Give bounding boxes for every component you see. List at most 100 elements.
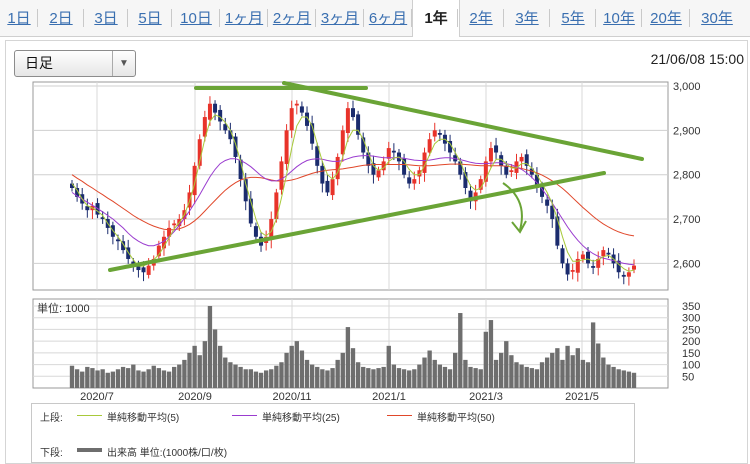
candle-body — [591, 266, 596, 268]
candle-body — [325, 180, 330, 193]
volume-bar — [606, 364, 611, 388]
x-tick-label: 2021/5 — [565, 391, 599, 403]
price-tick-label: 2,600 — [673, 258, 701, 270]
tab-5[interactable]: 1ヶ月 — [224, 10, 264, 27]
tab-2[interactable]: 3日 — [94, 10, 118, 27]
volume-bar — [468, 366, 473, 388]
tab-7[interactable]: 3ヶ月 — [320, 10, 360, 27]
tab-10[interactable]: 2年 — [469, 10, 493, 27]
candle-body — [310, 123, 315, 144]
candle-body — [141, 267, 146, 273]
volume-bar — [596, 343, 601, 388]
candle-body — [366, 152, 371, 166]
volume-bar — [427, 350, 432, 388]
tab-13[interactable]: 10年 — [603, 10, 635, 27]
x-tick-label: 2020/7 — [80, 391, 114, 403]
volume-bar — [519, 364, 524, 388]
candle-body — [391, 150, 396, 153]
x-tick-label: 2020/9 — [178, 391, 212, 403]
candle-body — [85, 206, 90, 211]
volume-bar — [442, 366, 448, 388]
tab-8[interactable]: 6ヶ月 — [368, 10, 408, 27]
volume-bar — [217, 345, 223, 388]
volume-bar — [386, 345, 391, 388]
volume-bar — [570, 355, 575, 388]
candle-body — [243, 179, 248, 202]
volume-bar — [437, 364, 443, 388]
period-tabs: 1日 2日 3日 5日 10日 1ヶ月 2ヶ月 3ヶ月 6ヶ月 1年 2年 3年 5年 10年 20年 30年 — [0, 0, 750, 37]
volume-bar — [238, 366, 243, 388]
legend-label-volume: 出来高 単位:(1000株/口/枚) — [107, 448, 228, 459]
candle-body — [422, 152, 427, 173]
volume-bar — [110, 371, 116, 388]
period-select[interactable]: 日足 ▼ — [14, 50, 136, 77]
volume-bar — [396, 368, 402, 388]
legend-swatch-ma25 — [232, 415, 257, 416]
volume-bar — [340, 352, 345, 388]
triangle-down-icon[interactable]: ▼ — [112, 51, 135, 76]
candle-body — [361, 137, 366, 153]
volume-bar — [299, 350, 305, 388]
candle-body — [345, 108, 350, 134]
price-tick-label: 2,700 — [673, 214, 701, 226]
tab-15[interactable]: 30年 — [701, 10, 733, 27]
tab-0[interactable]: 1日 — [7, 10, 31, 27]
volume-bar — [136, 370, 141, 388]
lower-trend-line — [108, 171, 606, 272]
tab-1[interactable]: 2日 — [49, 10, 73, 27]
candle-body — [126, 247, 131, 259]
candle-body — [616, 260, 621, 273]
arrow-head — [511, 220, 527, 234]
volume-bar — [391, 364, 397, 388]
candle-body — [586, 251, 591, 264]
candle-body — [632, 265, 636, 270]
tab-separator — [689, 9, 690, 27]
tab-3[interactable]: 5日 — [138, 10, 162, 27]
candle-body — [70, 183, 74, 188]
candle-body — [75, 188, 80, 197]
tab-separator — [503, 9, 504, 27]
volume-bar — [197, 355, 202, 388]
candle-body — [601, 250, 606, 257]
candle-body — [207, 103, 212, 120]
volume-bar — [156, 368, 162, 388]
tab-separator — [457, 9, 458, 27]
tab-separator — [363, 9, 364, 27]
candle-body — [223, 124, 228, 131]
volume-bar — [463, 359, 468, 388]
tab-4[interactable]: 10日 — [180, 10, 212, 27]
price-tick-label: 2,900 — [673, 125, 701, 137]
candle-body — [488, 148, 493, 162]
volume-bar — [565, 345, 570, 388]
tab-14[interactable]: 20年 — [650, 10, 682, 27]
tab-11[interactable]: 3年 — [515, 10, 539, 27]
tab-6[interactable]: 2ヶ月 — [272, 10, 312, 27]
volume-bar — [631, 372, 637, 388]
volume-bar — [361, 366, 366, 388]
volume-bar — [601, 357, 606, 388]
volume-bar — [432, 359, 437, 388]
candle-body — [458, 161, 463, 175]
candle-body — [146, 265, 151, 275]
volume-bar — [131, 364, 136, 388]
legend-swatch-volume — [77, 448, 102, 452]
candle-body — [534, 174, 539, 188]
volume-bar — [417, 364, 422, 388]
candle-body — [340, 130, 345, 155]
candle-body — [504, 165, 509, 175]
x-tick-label: 2021/3 — [469, 391, 503, 403]
volume-bar — [555, 348, 560, 388]
candle-body — [121, 241, 126, 251]
volume-bar — [539, 362, 545, 388]
volume-bar — [274, 365, 279, 388]
legend-lower-label: 下段: — [40, 448, 63, 459]
tab-separator — [595, 9, 596, 27]
x-tick-label: 2020/11 — [273, 391, 312, 403]
volume-bar — [412, 369, 417, 388]
candle-body — [136, 265, 141, 271]
tab-9[interactable]: 1年 — [412, 0, 460, 37]
volume-bar — [560, 359, 565, 388]
volume-bar — [366, 368, 371, 388]
candle-body — [351, 108, 355, 118]
tab-12[interactable]: 5年 — [561, 10, 585, 27]
